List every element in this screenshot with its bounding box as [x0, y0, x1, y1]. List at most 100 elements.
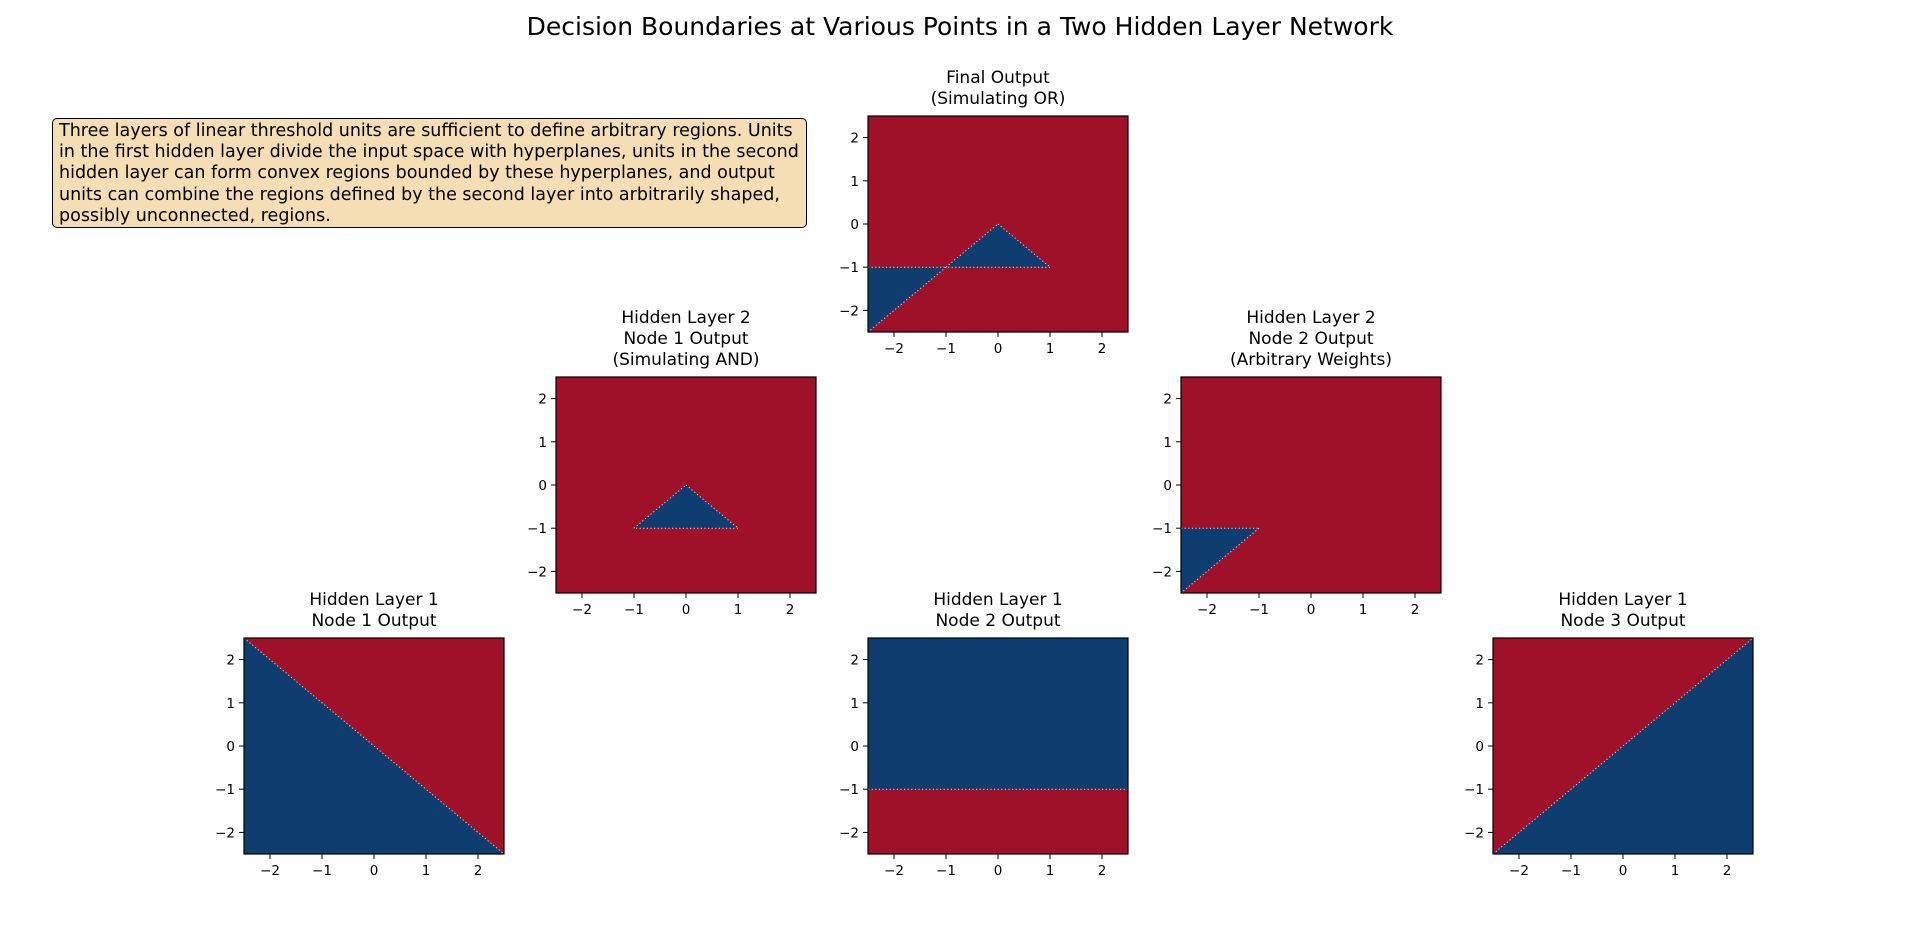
x-tick-label: 0 [1619, 863, 1628, 879]
decision-region [1493, 638, 1753, 854]
annotation-box: Three layers of linear threshold units a… [52, 118, 807, 228]
y-tick-label: 0 [1475, 739, 1484, 755]
y-tick-label: −1 [1152, 521, 1172, 537]
panel-hidden1-node3: Hidden Layer 1 Node 3 Output −2 −1 0 1 2 −2 −1 0 1… [1464, 590, 1754, 879]
x-tick-label: 0 [994, 863, 1003, 879]
panel-title: Hidden Layer 1 Node 3 Output [1453, 590, 1793, 632]
decision-plot: −2 −1 0 1 2 −2 −1 0 1 2 [1152, 376, 1442, 618]
x-tick-label: 1 [734, 602, 743, 618]
panel-title-line: Hidden Layer 2 [621, 308, 751, 328]
panel-hidden2-node1: Hidden Layer 2 Node 1 Output (Simulating A… [527, 308, 817, 618]
panel-title-line: (Simulating AND) [612, 350, 760, 370]
y-tick-label: −2 [1464, 825, 1484, 841]
y-tick-label: 2 [850, 131, 859, 147]
decision-region [634, 485, 738, 529]
panel-final-output: Final Output (Simulating OR) −2 −1 0 1 2 −2 −1 0 1… [839, 68, 1129, 357]
decision-boundary [1180, 527, 1260, 594]
panel-title-line: Hidden Layer 1 [309, 590, 439, 610]
x-tick-label: −1 [624, 602, 644, 618]
panel-title-line: Node 2 Output [935, 611, 1061, 631]
x-tick-label: 1 [1359, 602, 1368, 618]
y-tick-label: −1 [1464, 782, 1484, 798]
x-tick-label: −2 [884, 863, 904, 879]
y-tick-label: 1 [850, 696, 859, 712]
decision-boundary [243, 637, 505, 855]
y-tick-label: 0 [850, 217, 859, 233]
x-tick-label: 0 [370, 863, 379, 879]
y-tick-label: 0 [538, 478, 547, 494]
y-tick-label: 1 [226, 696, 235, 712]
background-region [1181, 377, 1441, 593]
y-tick-label: 0 [1163, 478, 1172, 494]
panel-title: Hidden Layer 2 Node 2 Output (Arbitrary We… [1141, 308, 1481, 371]
x-tick-label: −1 [1249, 602, 1269, 618]
panel-title-line: Node 2 Output [1248, 329, 1374, 349]
panel-title-line: Final Output [946, 68, 1050, 88]
panel-title: Final Output (Simulating OR) [828, 68, 1168, 110]
panel-hidden1-node1: Hidden Layer 1 Node 1 Output −2 −1 0 1 2 −2 −1 0 1… [215, 590, 505, 879]
x-tick-label: 1 [1046, 341, 1055, 357]
x-tick-label: −1 [312, 863, 332, 879]
y-tick-label: 2 [538, 392, 547, 408]
decision-plot: −2 −1 0 1 2 −2 −1 0 1 2 [839, 115, 1129, 357]
decision-boundary [997, 223, 1051, 268]
x-tick-label: 0 [1307, 602, 1316, 618]
y-tick-label: 2 [1475, 653, 1484, 669]
panel-title-line: Node 1 Output [623, 329, 749, 349]
panel-title-line: Node 1 Output [311, 611, 437, 631]
y-tick-label: 1 [1163, 435, 1172, 451]
x-tick-label: 0 [682, 602, 691, 618]
decision-plot: −2 −1 0 1 2 −2 −1 0 1 2 [1464, 637, 1754, 879]
x-tick-label: 1 [1046, 863, 1055, 879]
decision-boundary [867, 266, 947, 333]
x-tick-label: 2 [1723, 863, 1732, 879]
y-tick-label: 2 [1163, 392, 1172, 408]
decision-boundary [685, 484, 739, 529]
x-tick-label: −2 [1509, 863, 1529, 879]
y-tick-label: −1 [527, 521, 547, 537]
y-tick-label: −2 [839, 303, 859, 319]
decision-region [868, 267, 946, 332]
panel-title: Hidden Layer 1 Node 1 Output [204, 590, 544, 632]
x-tick-label: 2 [1098, 863, 1107, 879]
y-tick-label: −2 [527, 564, 547, 580]
decision-boundary [1492, 637, 1754, 855]
x-tick-label: −1 [1561, 863, 1581, 879]
decision-boundary [633, 484, 687, 529]
y-tick-label: −1 [839, 782, 859, 798]
y-tick-label: 1 [538, 435, 547, 451]
x-tick-label: 1 [422, 863, 431, 879]
panel-title-line: (Simulating OR) [930, 89, 1066, 109]
decision-region [1181, 528, 1259, 593]
x-tick-label: −1 [936, 863, 956, 879]
x-tick-label: 2 [1098, 341, 1107, 357]
decision-plot: −2 −1 0 1 2 −2 −1 0 1 2 [527, 376, 817, 618]
figure-title: Decision Boundaries at Various Points in… [526, 12, 1394, 41]
x-tick-label: −2 [1197, 602, 1217, 618]
y-tick-label: 1 [850, 174, 859, 190]
panel-title-line: (Arbitrary Weights) [1229, 350, 1392, 370]
y-tick-label: −2 [1152, 564, 1172, 580]
y-tick-label: −1 [215, 782, 235, 798]
decision-plot: −2 −1 0 1 2 −2 −1 0 1 2 [215, 637, 505, 879]
y-tick-label: 2 [226, 653, 235, 669]
panel-title: Hidden Layer 2 Node 1 Output (Simulating A… [516, 308, 856, 371]
y-tick-label: 0 [226, 739, 235, 755]
x-tick-label: 0 [994, 341, 1003, 357]
panel-hidden1-node2: Hidden Layer 1 Node 2 Output −2 −1 0 1 2 −2 −1 0 1… [839, 590, 1129, 879]
y-tick-label: −2 [839, 825, 859, 841]
decision-boundary [945, 223, 999, 268]
y-tick-label: 2 [850, 653, 859, 669]
x-tick-label: 2 [786, 602, 795, 618]
x-tick-label: −2 [260, 863, 280, 879]
x-tick-label: −1 [936, 341, 956, 357]
y-tick-label: 0 [850, 739, 859, 755]
panel-hidden2-node2: Hidden Layer 2 Node 2 Output (Arbitrary We… [1152, 308, 1442, 618]
panel-title-line: Node 3 Output [1560, 611, 1686, 631]
panel-title-line: Hidden Layer 1 [1558, 590, 1688, 610]
y-tick-label: 1 [1475, 696, 1484, 712]
decision-region [244, 638, 504, 854]
x-tick-label: 2 [1411, 602, 1420, 618]
x-tick-label: 1 [1671, 863, 1680, 879]
decision-plot: −2 −1 0 1 2 −2 −1 0 1 2 [839, 637, 1129, 879]
